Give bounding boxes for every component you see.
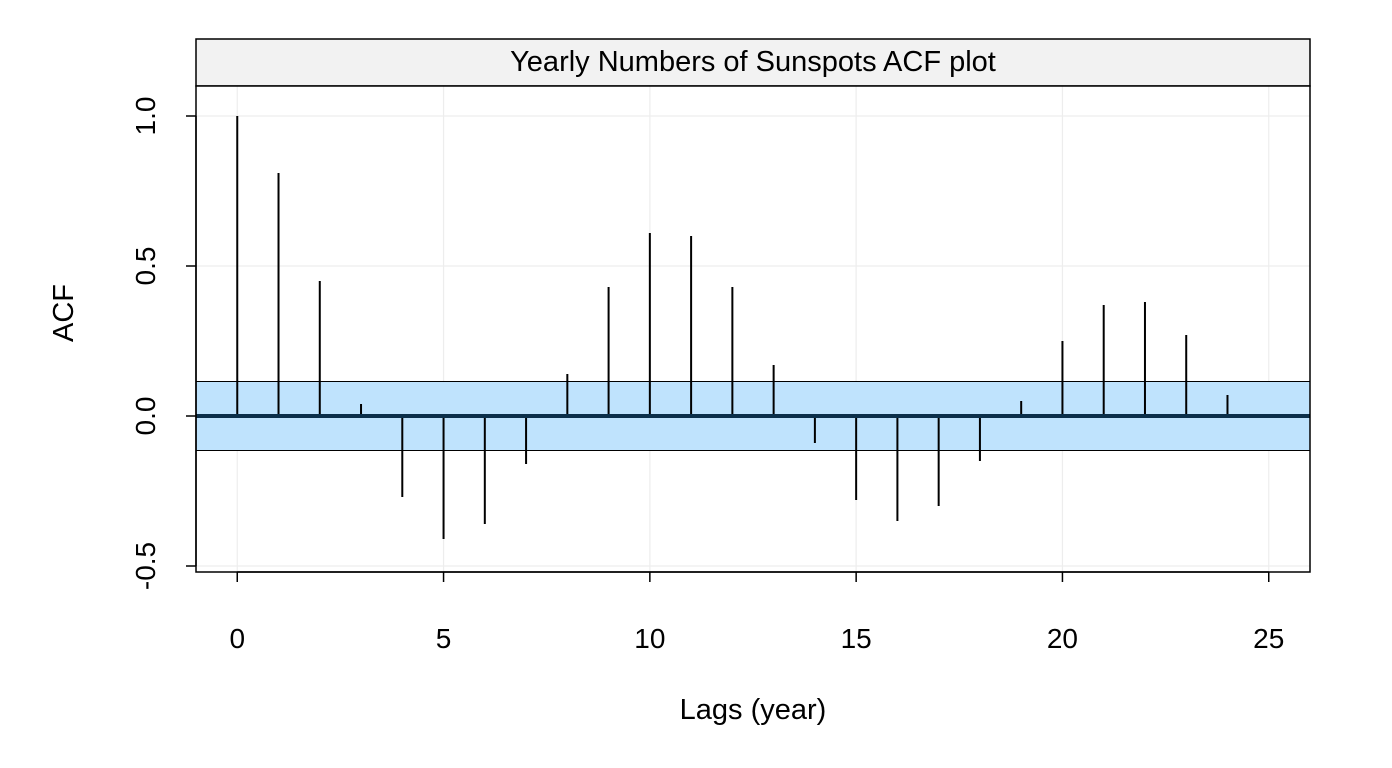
y-tick-label: -0.5 xyxy=(130,542,161,590)
y-axis-title: ACF xyxy=(48,284,80,342)
y-tick-label: 0.0 xyxy=(130,397,161,436)
x-tick-label: 10 xyxy=(634,623,665,654)
plot-area xyxy=(196,86,1310,572)
x-axis-title: Lags (year) xyxy=(680,694,827,726)
x-tick-label: 5 xyxy=(436,623,452,654)
x-tick-label: 0 xyxy=(229,623,245,654)
strip-header xyxy=(195,38,1311,87)
axes: 0 5 10 15 20 25 -0.5 0.0 0.5 1.0 xyxy=(130,97,1284,654)
x-tick-label: 20 xyxy=(1047,623,1078,654)
y-tick-label: 1.0 xyxy=(130,97,161,136)
x-tick-label: 25 xyxy=(1253,623,1284,654)
grid-lines xyxy=(196,86,1310,572)
y-tick-label: 0.5 xyxy=(130,247,161,286)
acf-spikes xyxy=(236,116,1229,539)
x-tick-label: 15 xyxy=(841,623,872,654)
chart-title: Yearly Numbers of Sunspots ACF plot xyxy=(510,46,996,78)
